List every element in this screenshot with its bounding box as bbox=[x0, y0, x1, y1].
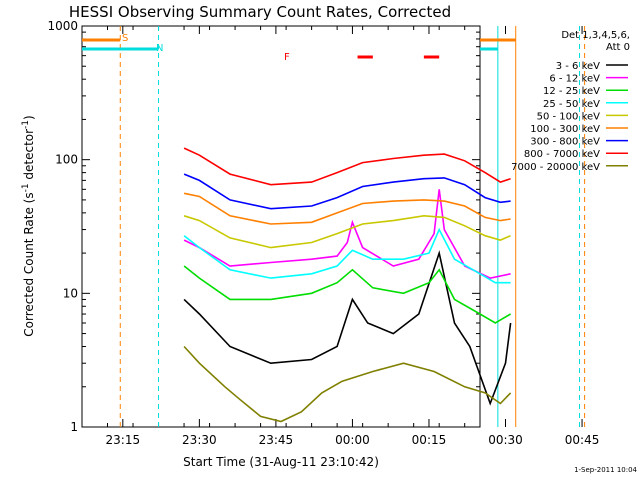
series-line bbox=[183, 173, 511, 210]
series-line bbox=[183, 147, 511, 186]
y-axis-label-main: Corrected Count Rate (s bbox=[22, 192, 36, 336]
y-tick-label: 1000 bbox=[47, 19, 78, 33]
x-tick-label: 23:15 bbox=[106, 433, 141, 447]
legend-label: 3 - 6 keV bbox=[556, 61, 600, 72]
legend-label: 300 - 800 keV bbox=[530, 137, 600, 148]
chart-title: HESSI Observing Summary Count Rates, Cor… bbox=[69, 3, 451, 21]
data-series bbox=[183, 147, 512, 423]
legend-label: 50 - 100 keV bbox=[537, 111, 601, 122]
series-line bbox=[183, 227, 511, 284]
y-axis-label-end: ) bbox=[22, 115, 36, 120]
y-tick-label: 100 bbox=[55, 153, 78, 167]
y-axis-label: Corrected Count Rate (s-1 detector-1) bbox=[21, 115, 36, 336]
legend-label: 100 - 300 keV bbox=[530, 124, 600, 135]
y-axis-label-sup2: -1 bbox=[21, 120, 31, 129]
legend-header-line1: Det 1,3,4,5,6, bbox=[561, 30, 630, 41]
series-line bbox=[183, 192, 511, 225]
y-axis-label-mid: detector bbox=[22, 129, 36, 184]
x-tick-label: 23:30 bbox=[182, 433, 217, 447]
x-tick-label: 00:30 bbox=[488, 433, 523, 447]
x-axis-label: Start Time (31-Aug-11 23:10:42) bbox=[183, 455, 379, 469]
y-axis: 1 10 100 1000 bbox=[47, 19, 480, 434]
x-tick-label: 00:00 bbox=[335, 433, 370, 447]
y-tick-label: 10 bbox=[63, 286, 78, 300]
series-line bbox=[183, 189, 511, 279]
legend-label: 6 - 12 keV bbox=[549, 74, 600, 85]
f-marker-label: F bbox=[284, 52, 290, 63]
x-tick-label: 23:45 bbox=[259, 433, 294, 447]
legend-label: 800 - 7000 keV bbox=[524, 149, 600, 160]
legend-label: 12 - 25 keV bbox=[543, 86, 600, 97]
plot-frame bbox=[81, 25, 481, 428]
legend-label: 25 - 50 keV bbox=[543, 99, 600, 110]
x-tick-label: 00:45 bbox=[565, 433, 600, 447]
time-bands bbox=[82, 26, 586, 427]
x-axis: 23:15 23:30 23:45 00:00 00:15 00:30 00:45 bbox=[81, 26, 600, 447]
series-line bbox=[183, 214, 511, 249]
s-marker-label: S bbox=[122, 33, 128, 44]
series-line bbox=[183, 250, 512, 406]
x-tick-label: 00:15 bbox=[412, 433, 447, 447]
y-tick-label: 1 bbox=[70, 420, 78, 434]
timestamp: 1-Sep-2011 10:04 bbox=[574, 466, 637, 474]
series-line bbox=[183, 345, 512, 423]
series-line bbox=[183, 265, 512, 324]
legend-label: 7000 - 20000 keV bbox=[511, 162, 600, 173]
n-marker-label: N bbox=[156, 43, 163, 54]
y-axis-label-sup1: -1 bbox=[21, 183, 31, 192]
legend-header-line2: Att 0 bbox=[606, 42, 630, 53]
